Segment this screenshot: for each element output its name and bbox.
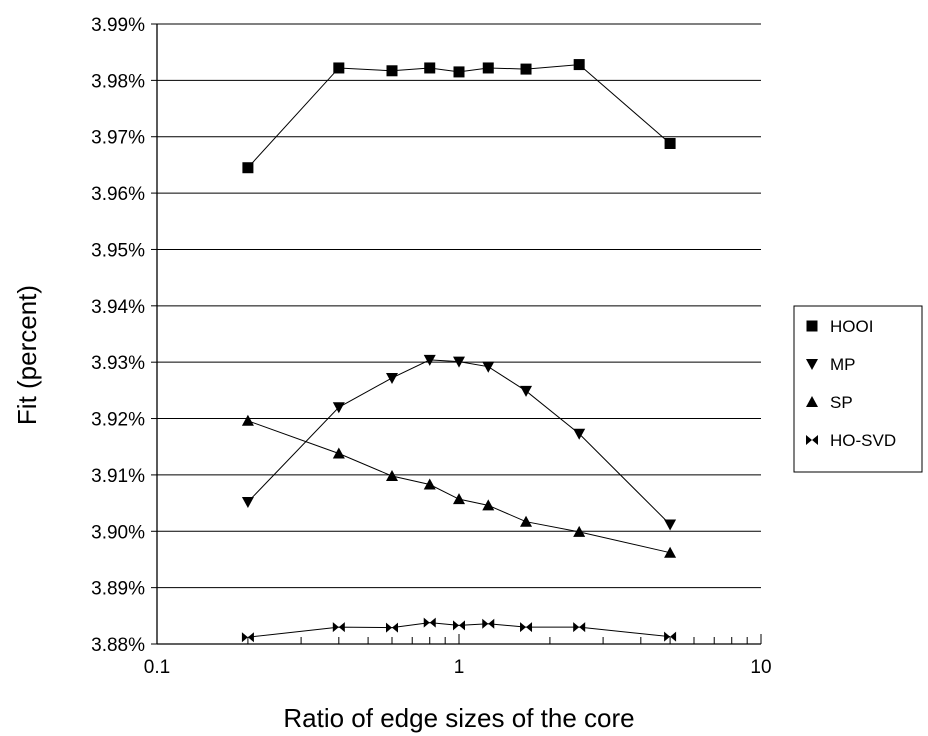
data-point (386, 372, 399, 384)
data-point (242, 162, 254, 174)
legend-marker (806, 320, 818, 332)
series-layer (241, 59, 677, 643)
y-tick-label: 3.90% (91, 522, 145, 543)
data-point (482, 618, 495, 629)
y-tick-label: 3.94% (91, 297, 145, 318)
data-point (482, 361, 495, 373)
legend-label: SP (830, 393, 853, 412)
series-ho-svd (241, 617, 677, 643)
series-line (247, 420, 671, 554)
y-tick-label: 3.92% (91, 410, 145, 431)
data-point (573, 622, 586, 633)
data-point (423, 478, 436, 490)
data-point (386, 470, 399, 482)
y-tick-label: 3.98% (91, 71, 145, 92)
legend-marker (806, 396, 818, 407)
data-point (573, 428, 586, 440)
series-sp (241, 414, 677, 558)
data-point (664, 631, 677, 642)
data-point (386, 65, 398, 77)
x-tick-label: 0.1 (144, 657, 170, 678)
axes: 3.88% 3.89% 3.90% 3.91% 3.92% 3.93% 3.94% 3.95%… (91, 15, 771, 678)
data-point (423, 617, 436, 628)
legend-label: MP (830, 355, 856, 374)
y-tick-label: 3.97% (91, 128, 145, 149)
data-point (241, 632, 254, 643)
legend-marker (806, 359, 818, 370)
y-tick-label: 3.88% (91, 635, 145, 656)
data-point (482, 499, 495, 511)
data-point (424, 62, 436, 74)
data-point (423, 354, 436, 366)
y-tick-label: 3.99% (91, 15, 145, 36)
series-hooi (242, 59, 676, 174)
data-point (664, 546, 677, 558)
data-point (241, 496, 254, 508)
legend-label: HOOI (830, 317, 873, 336)
data-point (241, 414, 254, 426)
legend-marker (806, 435, 818, 445)
data-point (333, 62, 345, 74)
y-tick-label: 3.96% (91, 184, 145, 205)
data-point (520, 622, 533, 633)
data-point (453, 356, 465, 368)
data-point (453, 620, 465, 631)
data-point (664, 519, 677, 531)
y-tick-label: 3.93% (91, 353, 145, 374)
data-point (332, 402, 345, 414)
legend-label: HO-SVD (830, 431, 896, 450)
x-axis-title: Ratio of edge sizes of the core (283, 703, 634, 733)
data-point (453, 493, 465, 505)
data-point (520, 515, 533, 527)
x-tick-label: 10 (750, 657, 771, 678)
data-point (482, 62, 494, 74)
data-point (332, 622, 345, 633)
data-point (520, 385, 533, 397)
data-point (453, 66, 465, 78)
data-point (664, 137, 676, 149)
legend-box (793, 305, 923, 473)
y-tick-label: 3.91% (91, 466, 145, 487)
y-tick-label: 3.89% (91, 579, 145, 600)
y-tick-label: 3.95% (91, 240, 145, 261)
data-point (573, 59, 585, 71)
x-tick-label: 1 (454, 657, 465, 678)
legend: HOOI MP SP HO-SVD (793, 305, 923, 473)
y-axis-title: Fit (percent) (12, 285, 42, 425)
data-point (520, 63, 532, 75)
data-point (332, 447, 345, 459)
data-point (386, 622, 399, 633)
data-point (573, 525, 586, 537)
series-mp (241, 354, 677, 531)
